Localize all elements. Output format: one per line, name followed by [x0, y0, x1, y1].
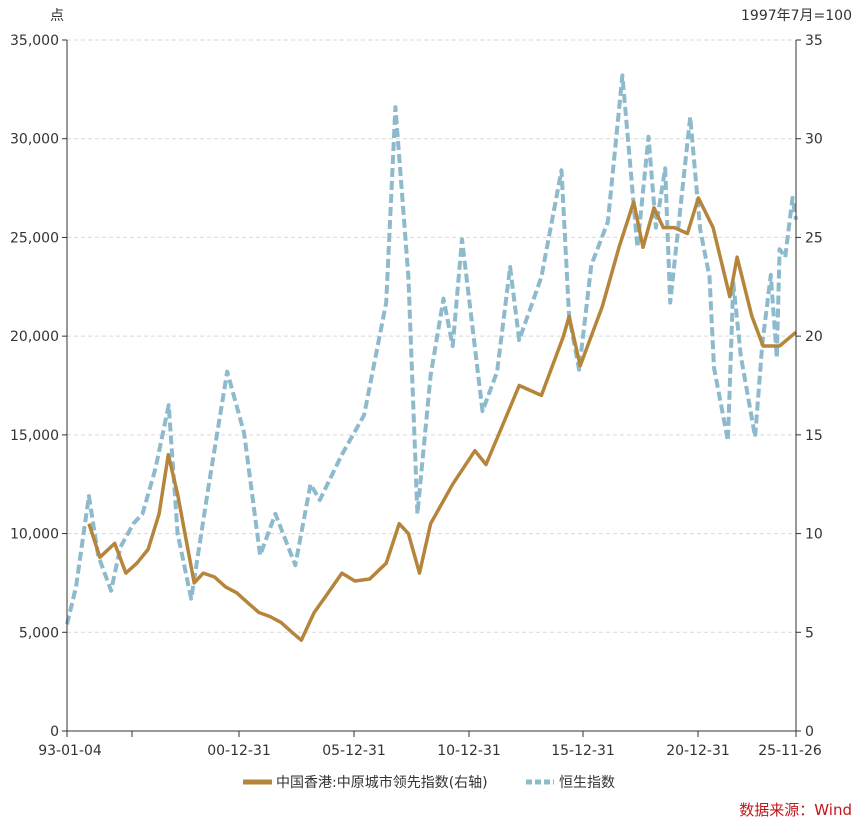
- x-tick-label: 00-12-31: [207, 743, 271, 759]
- right-tick-label: 5: [805, 625, 814, 641]
- legend-label-hsi: 恒生指数: [559, 775, 615, 791]
- right-tick-label: 20: [805, 329, 823, 345]
- x-tick-label: 15-12-31: [551, 743, 615, 759]
- x-tick-label: 93-01-04: [38, 743, 102, 759]
- left-axis-ticks: 0 5,000 10,000 15,000 20,000 25,000 30,000 35,0…: [10, 33, 67, 740]
- right-axis-unit: 1997年7月=100: [741, 8, 852, 24]
- left-tick-label: 10,000: [10, 527, 59, 543]
- axes: [66, 40, 797, 732]
- series-line-hsi: [65, 73, 798, 625]
- right-tick-label: 15: [805, 428, 823, 444]
- x-tick-label: 10-12-31: [437, 743, 501, 759]
- left-tick-label: 0: [50, 724, 59, 740]
- right-tick-label: 25: [805, 230, 823, 246]
- left-axis-unit: 点: [50, 8, 64, 24]
- x-axis-ticks: 93-01-04 00-12-31 05-12-31 10-12-31 15-12-31…: [38, 731, 822, 759]
- left-tick-label: 20,000: [10, 329, 59, 345]
- right-tick-label: 10: [805, 527, 823, 543]
- right-tick-label: 30: [805, 132, 823, 148]
- x-tick-label: 25-11-26: [758, 743, 822, 759]
- gridlines: [67, 39, 796, 633]
- left-tick-label: 30,000: [10, 132, 59, 148]
- series-line-centaline: [87, 196, 798, 642]
- right-axis-ticks: 0 5 10 15 20 25 30 35: [796, 33, 823, 740]
- x-tick-label: 05-12-31: [322, 743, 386, 759]
- right-tick-label: 35: [805, 33, 823, 49]
- right-tick-label: 0: [805, 724, 814, 740]
- x-tick-label: 20-12-31: [666, 743, 730, 759]
- legend: 中国香港:中原城市领先指数(右轴) 恒生指数: [243, 774, 615, 791]
- source-label: 数据来源：Wind: [739, 801, 852, 819]
- left-tick-label: 5,000: [19, 625, 59, 641]
- legend-label-centaline: 中国香港:中原城市领先指数(右轴): [276, 774, 488, 791]
- series-layer: [65, 73, 798, 642]
- left-tick-label: 25,000: [10, 230, 59, 246]
- left-tick-label: 35,000: [10, 33, 59, 49]
- left-tick-label: 15,000: [10, 428, 59, 444]
